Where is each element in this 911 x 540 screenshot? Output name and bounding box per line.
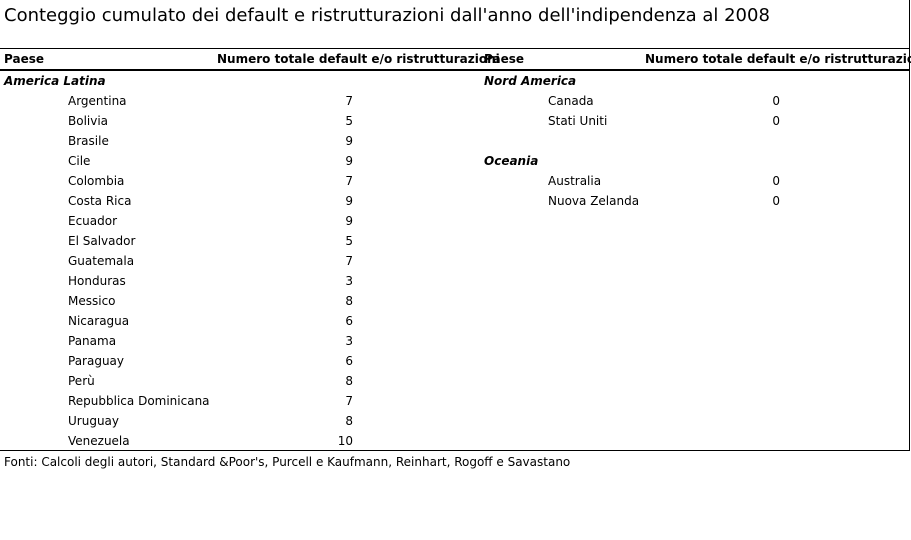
left-row-value: 3: [345, 334, 353, 348]
left-row-value: 8: [345, 294, 353, 308]
left-row-value: 7: [345, 254, 353, 268]
right-row-value: 0: [772, 194, 780, 208]
region-america-latina: America Latina: [4, 74, 106, 88]
right-row-value: 0: [772, 94, 780, 108]
left-row-country: Panama: [68, 334, 117, 348]
region-1: Oceania: [484, 154, 539, 168]
right-row-value: 0: [772, 114, 780, 128]
left-row-country: Colombia: [68, 174, 125, 188]
left-row-value: 7: [345, 174, 353, 188]
left-row-value: 3: [345, 274, 353, 288]
left-row-country: Cile: [68, 154, 91, 168]
left-row-country: Argentina: [68, 94, 127, 108]
left-header-value: Numero totale default e/o ristrutturazio…: [217, 52, 500, 66]
source-note: Fonti: Calcoli degli autori, Standard &P…: [4, 455, 571, 469]
left-row-country: Uruguay: [68, 414, 119, 428]
left-row-country: Perù: [68, 374, 95, 388]
left-row-value: 5: [345, 234, 353, 248]
left-header-country: Paese: [4, 52, 44, 66]
right-header-country: Paese: [484, 52, 524, 66]
left-row-country: Guatemala: [68, 254, 135, 268]
left-row-country: Paraguay: [68, 354, 125, 368]
left-row-country: Ecuador: [68, 214, 118, 228]
rule-top: [0, 48, 910, 49]
right-row-country: Stati Uniti: [548, 114, 608, 128]
left-row-value: 6: [345, 354, 353, 368]
left-row-country: Costa Rica: [68, 194, 132, 208]
left-row-value: 8: [345, 414, 353, 428]
left-row-value: 9: [345, 154, 353, 168]
left-row-value: 9: [345, 194, 353, 208]
left-row-value: 7: [345, 394, 353, 408]
region-0: Nord America: [484, 74, 577, 88]
left-row-country: Brasile: [68, 134, 109, 148]
left-row-country: Honduras: [68, 274, 126, 288]
rule-header: [0, 69, 910, 71]
left-row-country: Venezuela: [68, 434, 130, 448]
left-row-value: 6: [345, 314, 353, 328]
frame-border-right: [909, 0, 910, 451]
left-row-country: Messico: [68, 294, 116, 308]
right-row-country: Canada: [548, 94, 594, 108]
left-row-value: 9: [345, 134, 353, 148]
left-row-value: 10: [337, 434, 353, 448]
left-row-value: 8: [345, 374, 353, 388]
left-row-country: El Salvador: [68, 234, 136, 248]
left-row-country: Nicaragua: [68, 314, 130, 328]
left-row-value: 7: [345, 94, 353, 108]
right-header-value: Numero totale default e/o ristrutturazio…: [645, 52, 911, 66]
table-title: Conteggio cumulato dei default e ristrut…: [4, 5, 770, 26]
left-row-value: 9: [345, 214, 353, 228]
left-row-country: Bolivia: [68, 114, 109, 128]
right-row-value: 0: [772, 174, 780, 188]
left-row-value: 5: [345, 114, 353, 128]
left-row-country: Repubblica Dominicana: [68, 394, 210, 408]
rule-bottom: [0, 450, 910, 451]
right-row-country: Nuova Zelanda: [548, 194, 640, 208]
right-row-country: Australia: [548, 174, 602, 188]
